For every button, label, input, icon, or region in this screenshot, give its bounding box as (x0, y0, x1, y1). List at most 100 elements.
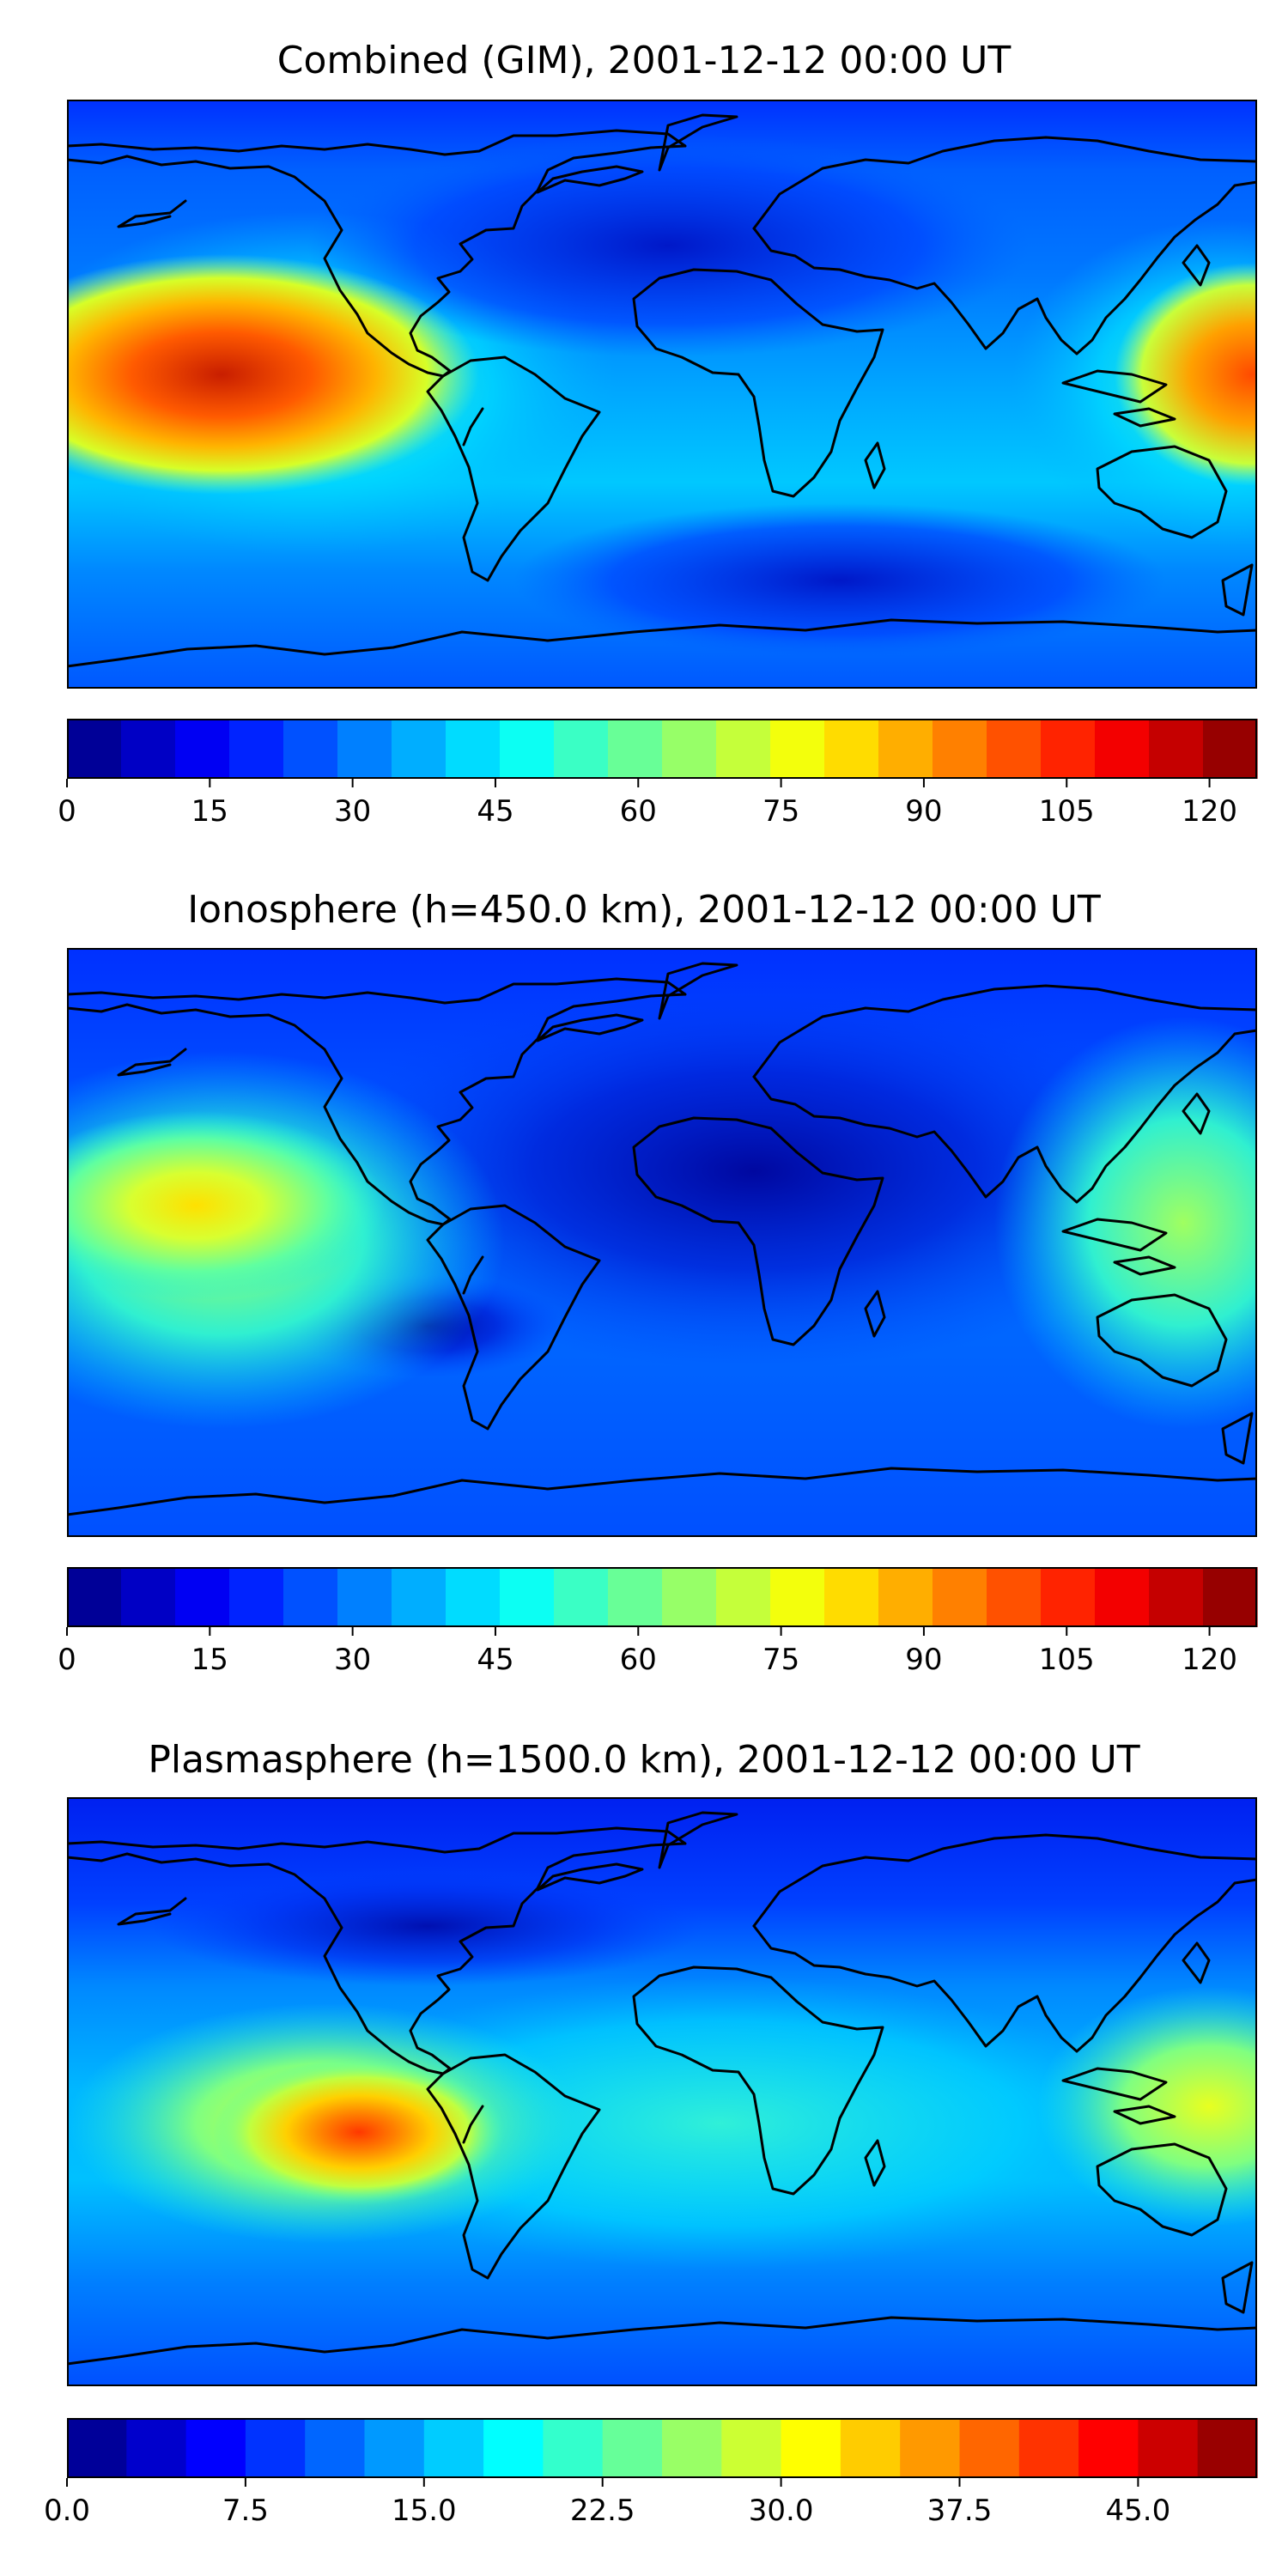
colorbar-1-ticks: 0 15 30 45 60 75 90 105 120 (58, 794, 1257, 832)
colorbar-level (67, 1567, 122, 1627)
colorbar-level (959, 2418, 1020, 2478)
colorbar-tick-label: 120 (1182, 794, 1237, 829)
colorbar-tick-label: 90 (905, 794, 943, 829)
colorbar-level (446, 1567, 501, 1627)
colorbar-level (392, 1567, 447, 1627)
colorbar-level (1041, 1567, 1096, 1627)
colorbar-level (1197, 2418, 1258, 2478)
colorbar-tick-label: 30 (333, 1643, 372, 1677)
colorbar-frame (67, 2418, 1257, 2478)
colorbar-tick-label: 120 (1182, 1643, 1237, 1677)
colorbar-level (67, 2418, 127, 2478)
colorbar-level (337, 1567, 392, 1627)
colorbar-frame (67, 1567, 1257, 1627)
colorbar-tick-label: 15 (191, 794, 228, 829)
colorbar-level (126, 2418, 187, 2478)
panel-2-title: Ionosphere (h=450.0 km), 2001-12-12 00:0… (187, 888, 1101, 932)
colorbar-level (662, 1567, 717, 1627)
colorbar-level (1138, 2418, 1199, 2478)
colorbar-level (185, 2418, 246, 2478)
colorbar-level (987, 719, 1042, 779)
panel-1-map (67, 100, 1257, 689)
colorbar-tick-label: 22.5 (569, 2494, 635, 2528)
colorbar-tick-label: 30.0 (748, 2494, 814, 2528)
colorbar-tick-label: 105 (1038, 1643, 1095, 1677)
colorbar-level (716, 719, 771, 779)
colorbar-level (229, 719, 284, 779)
colorbar-tick-label: 0 (58, 1643, 76, 1677)
colorbar-level (500, 719, 555, 779)
colorbar-level (423, 2418, 484, 2478)
colorbar-tick-label: 7.5 (222, 2494, 269, 2528)
colorbar-tick-label: 45 (477, 1643, 514, 1677)
colorbar-level (662, 719, 717, 779)
colorbar-level (781, 2418, 841, 2478)
colorbar-level (1078, 2418, 1139, 2478)
colorbar-tick-label: 37.5 (927, 2494, 993, 2528)
colorbar-level (1041, 719, 1096, 779)
colorbar-level (602, 2418, 663, 2478)
colorbar-level (1149, 1567, 1204, 1627)
colorbar-level (245, 2418, 306, 2478)
colorbar-level (721, 2418, 782, 2478)
colorbar-level (770, 1567, 825, 1627)
colorbar-tick-label: 75 (762, 794, 800, 829)
colorbar-level (364, 2418, 425, 2478)
colorbar-level (121, 719, 176, 779)
colorbar-level (1203, 719, 1258, 779)
colorbar-3 (66, 2418, 1258, 2487)
colorbar-level (824, 1567, 879, 1627)
colorbar-level (500, 1567, 555, 1627)
colorbar-level (900, 2418, 961, 2478)
colorbar-tick-label: 90 (905, 1643, 943, 1677)
colorbar-level (933, 1567, 987, 1627)
colorbar-level (608, 719, 663, 779)
colorbar-level (878, 719, 933, 779)
colorbar-level (67, 719, 122, 779)
colorbar-level (1095, 719, 1150, 779)
colorbar-level (878, 1567, 933, 1627)
colorbar-1 (66, 719, 1258, 787)
colorbar-level (840, 2418, 901, 2478)
colorbar-level (1149, 719, 1204, 779)
colorbar-level (483, 2418, 544, 2478)
colorbar-tick-label: 15.0 (391, 2494, 457, 2528)
colorbar-tick-label: 0.0 (43, 2494, 91, 2528)
colorbar-tick-label: 105 (1038, 794, 1095, 829)
colorbar-level (1203, 1567, 1258, 1627)
colorbar-level (175, 719, 230, 779)
colorbar-level (337, 719, 392, 779)
panel-3-map (67, 1797, 1257, 2386)
colorbar-level (608, 1567, 663, 1627)
plasmasphere-map (67, 1797, 1257, 2386)
colorbar-level (283, 1567, 338, 1627)
colorbar-level (283, 719, 338, 779)
colorbar-level (662, 2418, 722, 2478)
panel-3-title: Plasmasphere (h=1500.0 km), 2001-12-12 0… (148, 1738, 1140, 1782)
colorbar-level (392, 719, 447, 779)
colorbar-level (987, 1567, 1042, 1627)
colorbar-tick-label: 45.0 (1105, 2494, 1171, 2528)
colorbar-tick-label: 15 (191, 1643, 228, 1677)
colorbar-level (543, 2418, 604, 2478)
colorbar-tick-label: 75 (762, 1643, 800, 1677)
colorbar-2 (66, 1567, 1258, 1636)
colorbar-level (554, 719, 609, 779)
colorbar-level (716, 1567, 771, 1627)
colorbar-level (229, 1567, 284, 1627)
colorbar-level (1018, 2418, 1079, 2478)
colorbar-level (933, 719, 987, 779)
combined-gim-map (67, 100, 1257, 689)
colorbar-tick-label: 0 (58, 794, 76, 829)
colorbar-level (446, 719, 501, 779)
colorbar-level (554, 1567, 609, 1627)
colorbar-level (1095, 1567, 1150, 1627)
panel-2-map (67, 948, 1257, 1537)
colorbar-level (175, 1567, 230, 1627)
ionosphere-map (67, 948, 1257, 1537)
colorbar-frame (67, 719, 1257, 779)
colorbar-tick-label: 45 (477, 794, 514, 829)
colorbar-2-ticks: 0 15 30 45 60 75 90 105 120 (58, 1643, 1257, 1680)
panel-3-colorbar (66, 2418, 1258, 2487)
panel-2-colorbar (66, 1567, 1258, 1636)
